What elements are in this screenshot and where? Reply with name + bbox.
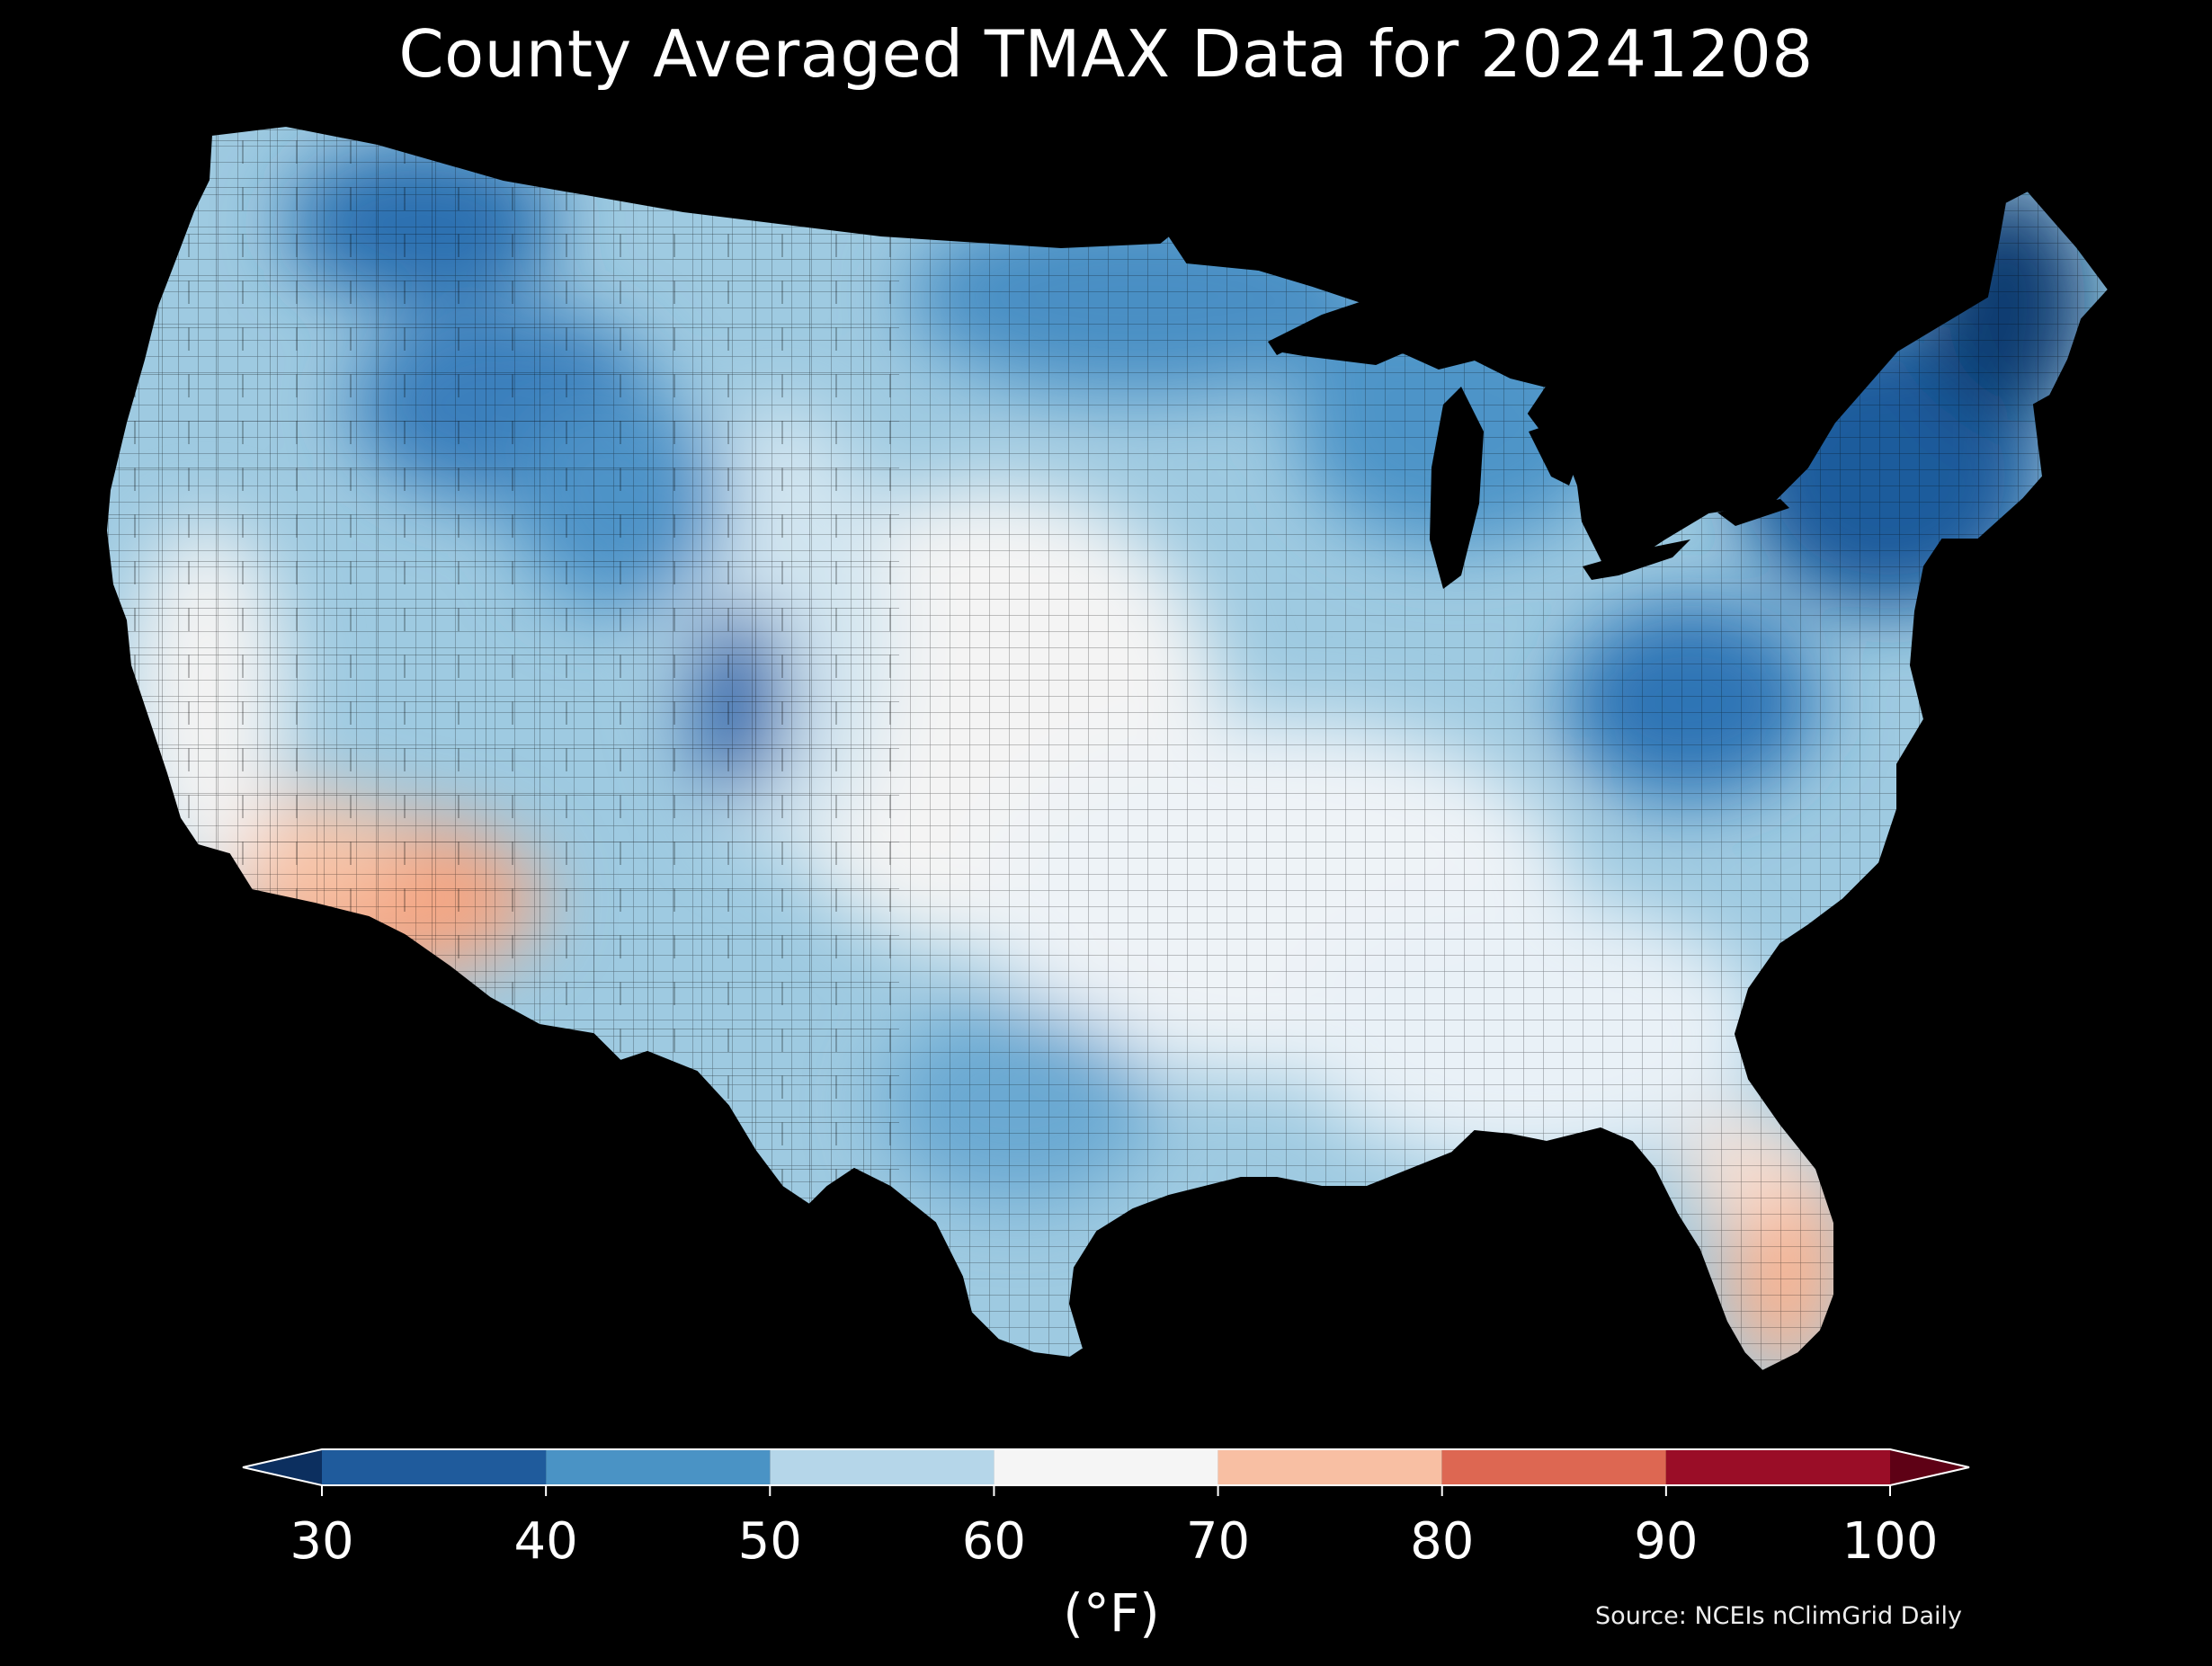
colorbar-tick-label-5: 80 <box>1410 1512 1475 1571</box>
colorbar-bin-5 <box>1441 1449 1666 1485</box>
colorbar-over-arrow <box>1890 1449 1969 1485</box>
colorbar-under-arrow <box>243 1449 322 1485</box>
colorbar-bin-4 <box>1217 1449 1442 1485</box>
colorbar <box>242 1448 1970 1496</box>
colorbar-unit-label: (°F) <box>1063 1582 1160 1644</box>
us-county-tmax-map <box>105 125 2109 1372</box>
map-title: County Averaged TMAX Data for 20241208 <box>398 16 1814 92</box>
colorbar-bin-0 <box>322 1449 547 1485</box>
colorbar-tick-label-2: 50 <box>737 1512 802 1571</box>
colorbar-tick-label-1: 40 <box>513 1512 578 1571</box>
colorbar-bin-6 <box>1665 1449 1890 1485</box>
colorbar-tick-label-4: 70 <box>1185 1512 1251 1571</box>
source-attribution: Source: NCEIs nClimGrid Daily <box>1595 1602 1962 1630</box>
colorbar-bin-1 <box>546 1449 771 1485</box>
colorbar-bin-3 <box>994 1449 1218 1485</box>
colorbar-tick-label-7: 100 <box>1842 1512 1939 1571</box>
colorbar-bin-2 <box>770 1449 995 1485</box>
colorbar-tick-label-3: 60 <box>961 1512 1027 1571</box>
colorbar-tick-label-6: 90 <box>1634 1512 1699 1571</box>
colorbar-tick-label-0: 30 <box>290 1512 354 1571</box>
